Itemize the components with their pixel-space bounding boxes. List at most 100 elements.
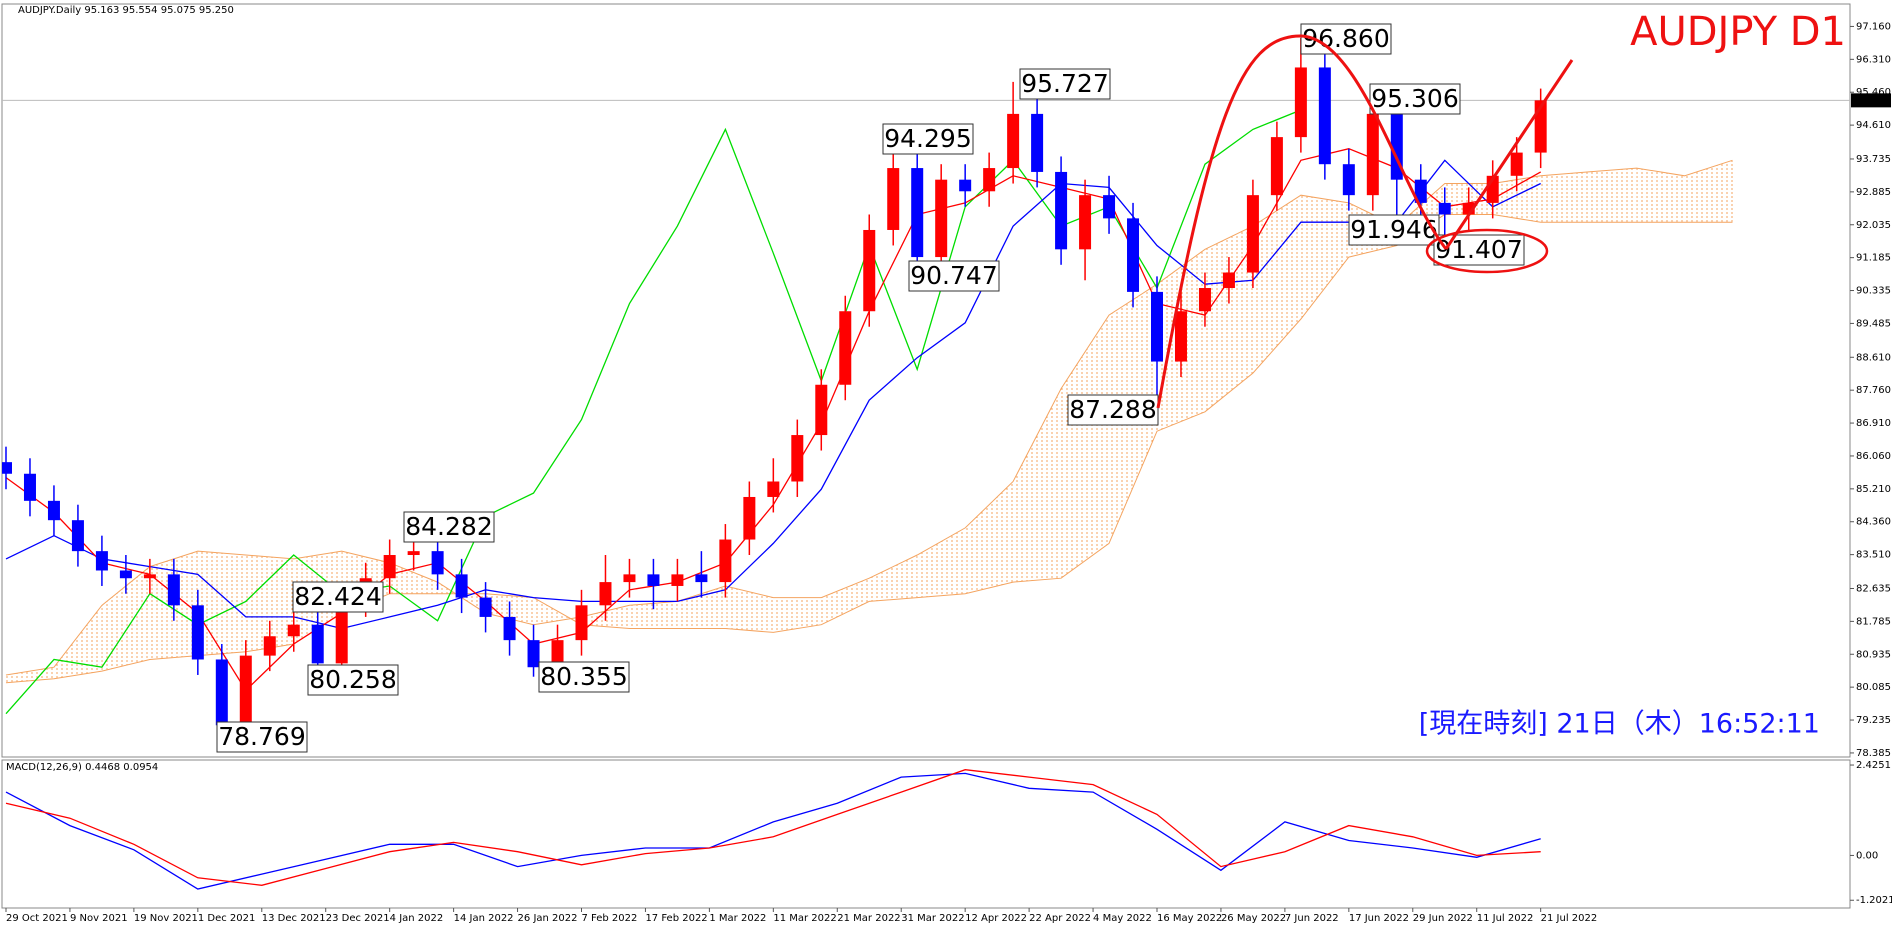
candle-body: [1294, 67, 1307, 138]
cloud-segment: [1684, 160, 1733, 223]
current-price-label: 95.250: [1855, 95, 1890, 106]
x-tick-label: 21 Jul 2022: [1541, 913, 1598, 924]
candle-body: [791, 435, 804, 482]
cloud-segment: [869, 555, 918, 602]
analysis-drawings: [1156, 34, 1574, 409]
candle-body: [815, 384, 828, 436]
cloud-segment: [917, 527, 966, 598]
cloud-segment: [725, 586, 774, 633]
x-tick-label: 4 May 2022: [1093, 913, 1152, 924]
price-label: 94.295: [884, 124, 971, 153]
current-price-tag: [1851, 93, 1891, 108]
price-label-box: [307, 664, 399, 696]
y-tick-label: 92.035: [1856, 220, 1891, 231]
y-tick-label: 88.610: [1856, 352, 1891, 363]
candle-body: [503, 616, 516, 641]
cloud-segment: [1492, 175, 1541, 223]
price-label: 90.747: [910, 261, 997, 290]
cloud-segment: [629, 601, 678, 629]
candle-body: [311, 624, 324, 664]
price-label-box: [216, 721, 308, 753]
y-tick-label: 80.085: [1856, 682, 1891, 693]
symbol-header: AUDJPY.Daily 95.163 95.554 95.075 95.250: [18, 5, 234, 16]
candle-body: [143, 574, 156, 579]
candle-body: [1031, 113, 1044, 172]
candle-body: [551, 640, 564, 668]
cloud-segment: [677, 586, 726, 629]
candle-body: [1318, 67, 1331, 165]
cloud-segment: [245, 555, 294, 652]
cloud-segment: [197, 551, 246, 656]
x-tick-label: 7 Feb 2022: [581, 913, 637, 924]
price-label-box: [1067, 394, 1159, 426]
y-tick-label: 82.635: [1856, 583, 1891, 594]
candle-body: [1414, 179, 1427, 203]
y-tick-label: 97.160: [1856, 21, 1891, 32]
x-tick-label: 29 Oct 2021: [6, 913, 68, 924]
price-label-box: [1300, 23, 1392, 55]
candle-body: [983, 168, 996, 192]
main-plot: [2, 38, 1850, 739]
macd-plot: [5, 769, 1541, 890]
candle-body: [287, 624, 300, 637]
candle-body: [1462, 202, 1475, 215]
price-label: 84.282: [405, 512, 492, 541]
candle-body: [335, 601, 348, 664]
indicator-line: [5, 159, 1541, 630]
price-label: 96.860: [1302, 24, 1389, 53]
cloud-segment: [389, 562, 438, 594]
main-panel: [1, 3, 1851, 758]
candle-body: [407, 551, 420, 556]
candle-body: [1103, 195, 1116, 219]
macd-line: [5, 769, 1541, 886]
x-tick-label: 29 Jun 2022: [1413, 913, 1473, 924]
x-tick-label: 13 Dec 2021: [262, 913, 326, 924]
chart-title: AUDJPY D1: [1630, 9, 1846, 55]
cloud-segment: [1588, 168, 1637, 223]
y-tick-label: 96.310: [1856, 54, 1891, 65]
candle-body: [95, 551, 108, 571]
price-label-box: [403, 511, 495, 543]
price-label-box: [1348, 214, 1440, 246]
candle-body: [1342, 164, 1355, 196]
price-label: 91.407: [1435, 235, 1522, 264]
cloud-segment: [54, 605, 102, 679]
y-tick-label: 92.885: [1856, 187, 1891, 198]
candle-body: [599, 582, 612, 606]
cloud-segment: [1252, 195, 1301, 374]
y-tick-label: 79.235: [1856, 715, 1891, 726]
candle-body: [1438, 202, 1451, 215]
candle-body: [263, 636, 276, 656]
candle-body: [1055, 171, 1068, 250]
cloud-segment: [965, 481, 1014, 594]
price-label-box: [908, 260, 1000, 292]
x-tick-label: 16 May 2022: [1157, 913, 1222, 924]
x-tick-label: 7 Jun 2022: [1285, 913, 1339, 924]
cloud-segment: [6, 667, 54, 683]
candle-body: [1198, 288, 1211, 312]
cloud-segment: [1300, 195, 1349, 319]
x-tick-label: 14 Jan 2022: [454, 913, 514, 924]
y-tick-label: 89.485: [1856, 318, 1891, 329]
x-tick-label: 31 Mar 2022: [901, 913, 964, 924]
x-tick-label: 1 Mar 2022: [709, 913, 766, 924]
candle-body: [623, 574, 636, 583]
highlight-ellipse: [1425, 228, 1549, 274]
price-label-box: [1019, 68, 1111, 100]
x-tick-label: 1 Dec 2021: [198, 913, 256, 924]
macd-line: [5, 772, 1541, 890]
price-label: 87.288: [1069, 395, 1156, 424]
candle-body: [1007, 113, 1020, 169]
price-label-box: [538, 661, 630, 693]
candle-body: [935, 179, 948, 258]
candle-body: [383, 555, 396, 579]
y-tick-label: 90.335: [1856, 286, 1891, 297]
x-tick-label: 4 Jan 2022: [390, 913, 444, 924]
cloud-segment: [821, 578, 870, 625]
candle-body: [23, 473, 36, 501]
price-label: 78.769: [218, 722, 305, 751]
price-label-box: [1433, 234, 1525, 266]
x-tick-label: 9 Nov 2021: [70, 913, 128, 924]
clock: [現在時刻] 21日（木）16:52:11: [1419, 709, 1820, 740]
